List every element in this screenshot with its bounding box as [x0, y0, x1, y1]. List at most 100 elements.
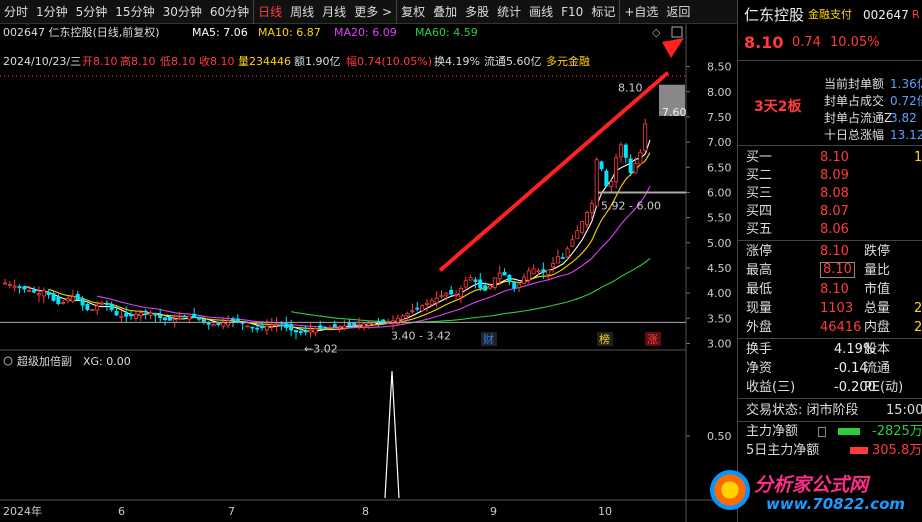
candle-body [366, 322, 371, 326]
bid-price: 8.08 [820, 186, 849, 201]
candle-body [46, 292, 51, 295]
candle-body [298, 331, 303, 333]
toolbar-item-12[interactable]: 多股 [465, 4, 490, 19]
toolbar-item-3[interactable]: 15分钟 [115, 4, 155, 19]
toolbar-item-8[interactable]: 月线 [322, 4, 347, 19]
candle-body [192, 313, 197, 318]
bid-row[interactable]: 买三 8.08 [738, 185, 922, 203]
price-tick-label: 3.00 [707, 337, 732, 350]
candle-body [483, 285, 488, 291]
seal-row: 十日总涨幅 13.12 [738, 127, 922, 144]
candle-body [284, 323, 289, 328]
candle-body [531, 268, 536, 275]
candle-body [468, 277, 473, 281]
fin-value: 4.19% [834, 342, 876, 357]
toolbar-item-0[interactable]: 分时 [4, 4, 29, 19]
candle-body [400, 315, 405, 320]
candle-body [61, 301, 66, 304]
stat-label-2: 市值 [864, 282, 891, 297]
seal-label: 当前封单额 [824, 77, 885, 91]
sector-tag[interactable]: 金融支付 [808, 8, 852, 21]
limit-streak: 3天2板 [754, 99, 802, 115]
candle-body [458, 288, 463, 298]
toolbar-item-10[interactable]: 复权 [396, 0, 429, 24]
info-item-0: 2024/10/23/三 [3, 55, 81, 68]
toolbar-item-4[interactable]: 30分钟 [162, 4, 202, 19]
candle-body [429, 300, 434, 305]
candle-body [565, 248, 570, 258]
info-item-5: 量234446 [238, 55, 291, 68]
toolbar-item-13[interactable]: 统计 [497, 4, 522, 19]
toolbar-item-2[interactable]: 5分钟 [75, 4, 108, 19]
toolbar-item-9[interactable]: 更多 > [354, 4, 393, 19]
candle-body [22, 286, 27, 290]
time-axis-label: 10 [598, 505, 612, 518]
time-axis-label: 2024年 [3, 504, 42, 518]
candle-body [66, 298, 71, 302]
rating-badge: R [912, 8, 920, 21]
fin-label: 净资 [746, 361, 773, 376]
price-tick-label: 7.50 [707, 111, 732, 124]
candle-body [80, 298, 85, 306]
fin-label-2: 股本 [864, 342, 891, 357]
candle-body [51, 293, 56, 301]
candle-body [201, 318, 206, 323]
toolbar-item-14[interactable]: 画线 [529, 4, 554, 19]
candle-body [342, 325, 347, 329]
bid-row[interactable]: 买五 8.06 [738, 221, 922, 239]
toolbar-item-15[interactable]: F10 [561, 4, 584, 19]
candle-body [444, 292, 449, 296]
candle-body [7, 284, 12, 286]
candle-body [405, 312, 410, 317]
candle-body [143, 310, 148, 313]
toolbar-item-17[interactable]: +自选 [619, 0, 662, 24]
candle-body [614, 157, 619, 183]
toolbar-item-16[interactable]: 标记 [591, 4, 616, 19]
bid-row[interactable]: 买一 8.10 1 [738, 149, 922, 167]
fin-label-2: PE(动) [864, 380, 904, 395]
toolbar-item-5[interactable]: 60分钟 [209, 4, 250, 19]
ma60-label: MA60: 4.59 [415, 26, 478, 39]
seal-label: 封单占成交 [824, 94, 885, 108]
candle-body [580, 221, 585, 233]
candle-body [357, 323, 362, 326]
stat-value: 1103 [820, 301, 854, 316]
stock-name: 仁东控股 [744, 6, 805, 24]
candle-body [517, 283, 522, 288]
bid-label: 买四 [746, 204, 773, 219]
bid-row[interactable]: 买二 8.09 [738, 167, 922, 185]
toolbar-item-11[interactable]: 叠加 [433, 4, 458, 19]
info-item-3: 低8.10 [160, 55, 196, 68]
main-net5-value: 305.8万 [872, 443, 922, 458]
price-tick-label: 8.50 [707, 61, 732, 74]
toolbar-item-7[interactable]: 周线 [290, 4, 315, 19]
toolbar-item-18[interactable]: 返回 [666, 4, 691, 19]
candle-body [32, 289, 37, 293]
bid-price: 8.07 [820, 204, 849, 219]
candle-body [570, 239, 575, 247]
trend-arrow-line [438, 71, 670, 272]
stat-row: 涨停 8.10 跌停 [738, 243, 922, 261]
toolbar-item-6[interactable]: 日线 [253, 0, 286, 24]
price-tick-label: 6.50 [707, 161, 732, 174]
ma60-line [291, 257, 651, 323]
candle-body [643, 123, 648, 151]
stat-value: 46416 [820, 320, 862, 335]
range1-annotation: 3.40 - 3.42 [391, 329, 451, 342]
stat-value: 8.10 [820, 262, 855, 278]
bid-row[interactable]: 买四 8.07 [738, 203, 922, 221]
candle-body [95, 305, 100, 311]
info-item-6: 额1.90亿 [294, 55, 341, 68]
candle-body [551, 263, 556, 268]
stat-label: 外盘 [746, 320, 773, 335]
toolbar-item-1[interactable]: 1分钟 [36, 4, 68, 19]
candle-body [124, 313, 129, 317]
kline-chart[interactable]: 002647 仁东控股(日线,前复权) MA5: 7.06 MA10: 6.87 MA… [0, 24, 737, 522]
main-net-label: 主力净额 [746, 424, 799, 439]
time-axis-label: 6 [118, 505, 125, 518]
candle-body [487, 285, 492, 289]
doc-icon[interactable] [818, 427, 826, 437]
ma20-label: MA20: 6.09 [334, 26, 397, 39]
sub-indicator-tick: 0.50 [707, 430, 732, 443]
stat-label: 涨停 [746, 244, 773, 259]
